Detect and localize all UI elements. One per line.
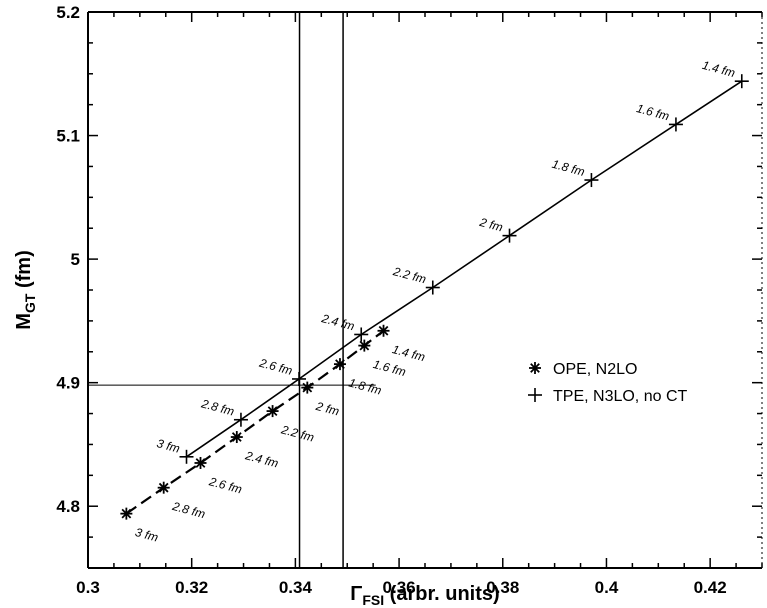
- data-point: [266, 405, 279, 418]
- point-label: 2.2 fm: [391, 264, 428, 286]
- data-point: [734, 74, 749, 89]
- x-axis-subscript: FSI: [362, 592, 384, 608]
- point-labels: 3 fm2.8 fm2.6 fm2.4 fm2.2 fm2 fm1.8 fm1.…: [134, 58, 737, 545]
- point-label: 2.6 fm: [207, 474, 244, 496]
- legend-label: OPE, N2LO: [553, 361, 637, 378]
- x-axis-symbol: Γ: [350, 583, 362, 605]
- data-point: [668, 117, 683, 132]
- legend-plus-marker: [528, 388, 542, 402]
- y-tick-label: 5.2: [56, 3, 80, 22]
- point-label: 2.4 fm: [319, 311, 356, 333]
- x-tick-label: 0.36: [383, 578, 416, 597]
- asterisk-stroke: [359, 340, 370, 351]
- asterisk-stroke: [121, 508, 132, 519]
- point-label: 1.8 fm: [347, 376, 383, 398]
- data-point: [233, 412, 248, 427]
- point-label: 1.6 fm: [635, 101, 671, 123]
- reference-lines: [88, 12, 376, 568]
- x-axis-title: ΓFSI (arbr. units): [350, 583, 499, 608]
- data-point: [377, 324, 390, 337]
- point-label: 1.4 fm: [391, 342, 427, 364]
- asterisk-stroke: [530, 363, 540, 373]
- y-tick-label: 5: [71, 250, 80, 269]
- legend-label: TPE, N3LO, no CT: [553, 388, 687, 405]
- point-label: 2.8 fm: [199, 396, 236, 418]
- point-label: 2 fm: [314, 399, 341, 419]
- series-layer: [120, 74, 749, 520]
- legend: OPE, N2LO TPE, N3LO, no CT: [528, 361, 687, 405]
- asterisk-stroke: [335, 359, 345, 370]
- y-tick-label: 5.1: [56, 127, 80, 146]
- series-ope-n2lo: [120, 324, 390, 520]
- x-tick-label: 0.32: [175, 578, 208, 597]
- x-tick-label: 0.38: [486, 578, 519, 597]
- x-axis-rest: (arbr. units): [384, 583, 500, 605]
- asterisk-stroke: [302, 382, 313, 393]
- y-tick-label: 4.8: [56, 497, 80, 516]
- data-point: [179, 449, 194, 464]
- data-point: [230, 431, 243, 444]
- data-point: [358, 339, 371, 352]
- x-tick-label: 0.4: [595, 578, 619, 597]
- data-point: [425, 280, 440, 295]
- asterisk-stroke: [158, 482, 169, 493]
- axes: 0.3 0.32 0.34 0.36 0.38 0.4 0.42 4.8 4.9 5 5.1 5.2 Γ…: [13, 3, 763, 608]
- point-label: 2.8 fm: [170, 499, 207, 521]
- x-tick-label: 0.34: [279, 578, 313, 597]
- y-axis-subscript: GT: [22, 293, 38, 313]
- point-label: 3 fm: [134, 525, 160, 545]
- point-label: 2 fm: [477, 215, 504, 235]
- data-point: [120, 507, 133, 520]
- data-point: [333, 358, 346, 371]
- data-point: [292, 371, 307, 386]
- point-label: 2.6 fm: [257, 355, 294, 377]
- data-point: [157, 481, 170, 494]
- point-label: 1.8 fm: [550, 157, 586, 179]
- y-axis-main: M: [13, 313, 35, 330]
- asterisk-stroke: [195, 458, 206, 468]
- data-point: [354, 327, 369, 342]
- point-label: 3 fm: [155, 436, 181, 456]
- x-tick-label: 0.3: [76, 578, 100, 597]
- y-tick-label: 4.9: [56, 374, 80, 393]
- legend-asterisk-marker: [529, 362, 541, 374]
- y-axis-rest: (fm): [13, 250, 35, 293]
- asterisk-stroke: [231, 432, 242, 442]
- asterisk-stroke: [378, 325, 389, 336]
- data-point: [301, 381, 314, 394]
- y-axis-title: MGT (fm): [13, 250, 38, 329]
- point-label: 1.4 fm: [701, 58, 737, 80]
- data-point: [584, 173, 599, 188]
- series-line: [125, 329, 385, 515]
- point-label: 1.6 fm: [372, 357, 408, 379]
- x-tick-label: 0.42: [694, 578, 727, 597]
- point-label: 2.2 fm: [279, 422, 316, 444]
- asterisk-stroke: [267, 406, 278, 416]
- series-tpe-n3lo: [179, 74, 749, 464]
- data-point: [194, 456, 207, 469]
- point-label: 2.4 fm: [243, 448, 280, 470]
- data-point: [502, 228, 517, 243]
